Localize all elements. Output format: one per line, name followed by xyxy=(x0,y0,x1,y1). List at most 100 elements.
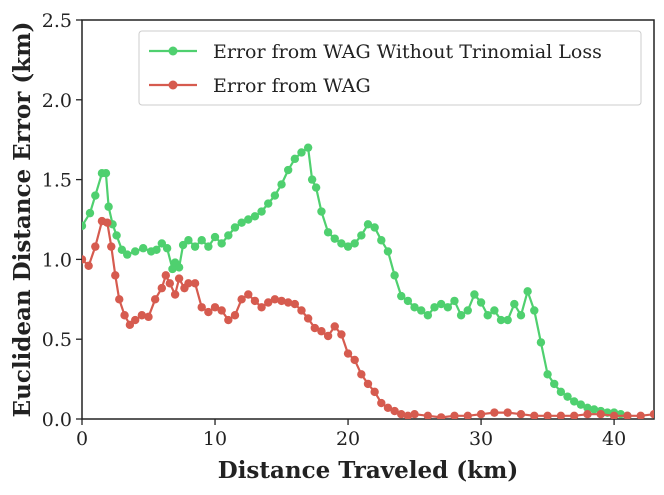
data-point xyxy=(516,311,526,320)
data-point xyxy=(138,244,148,253)
data-point xyxy=(410,410,419,419)
data-point xyxy=(111,271,120,280)
data-point xyxy=(357,370,366,379)
data-point xyxy=(583,403,592,413)
data-point xyxy=(543,370,552,379)
data-point xyxy=(168,264,177,274)
data-point xyxy=(476,410,486,419)
data-point xyxy=(161,271,171,280)
legend-entry-without-trinomial: Error from WAG Without Trinomial Loss xyxy=(149,41,602,63)
data-point xyxy=(649,410,654,419)
data-point xyxy=(490,306,499,315)
data-point xyxy=(303,314,313,323)
data-point xyxy=(184,236,193,245)
data-point xyxy=(250,212,260,221)
data-point xyxy=(583,410,592,419)
data-point xyxy=(230,223,240,232)
data-point xyxy=(450,411,459,419)
data-point xyxy=(237,218,246,227)
legend-label-without-trinomial: Error from WAG Without Trinomial Loss xyxy=(213,41,602,63)
data-point xyxy=(283,165,293,175)
data-point xyxy=(150,295,160,304)
data-point xyxy=(250,296,260,306)
data-point xyxy=(224,231,233,240)
data-point xyxy=(383,247,393,256)
data-point xyxy=(323,331,333,341)
data-point xyxy=(550,379,559,389)
data-point xyxy=(157,283,167,293)
data-point xyxy=(190,279,200,288)
data-point xyxy=(383,403,393,413)
data-point xyxy=(277,180,286,189)
data-point xyxy=(307,175,317,184)
data-point xyxy=(417,306,426,315)
data-point xyxy=(343,242,353,251)
data-point xyxy=(436,299,446,309)
data-point xyxy=(210,303,220,312)
x-tick-label: 0 xyxy=(76,428,88,450)
data-point xyxy=(270,191,280,200)
data-point xyxy=(556,387,566,397)
data-point xyxy=(224,315,233,325)
data-point xyxy=(123,250,132,259)
legend-entry-wag: Error from WAG xyxy=(149,75,371,97)
data-point xyxy=(397,410,406,419)
data-point xyxy=(297,306,306,315)
data-point xyxy=(523,287,532,296)
data-point xyxy=(350,355,359,365)
data-point xyxy=(337,239,346,248)
data-point xyxy=(596,410,605,419)
data-point xyxy=(330,234,339,243)
data-point xyxy=(310,323,319,333)
legend-marker-without-trinomial xyxy=(168,46,178,56)
data-point xyxy=(184,279,193,288)
data-point xyxy=(410,303,419,312)
data-point xyxy=(112,231,121,240)
series-layer xyxy=(82,143,654,419)
data-point xyxy=(463,306,472,315)
data-point xyxy=(363,379,373,389)
data-point xyxy=(450,296,459,306)
data-point xyxy=(237,295,246,304)
data-point xyxy=(290,299,300,309)
x-tick-label: 40 xyxy=(602,428,626,450)
plot-frame xyxy=(81,19,655,420)
data-point xyxy=(343,349,353,358)
data-point xyxy=(174,274,184,283)
data-point xyxy=(556,411,566,419)
data-point xyxy=(317,327,326,336)
data-point xyxy=(536,338,546,347)
data-point xyxy=(120,311,129,320)
data-point xyxy=(131,315,140,325)
x-axis-title: Distance Traveled (km) xyxy=(218,457,518,484)
legend: Error from WAG Without Trinomial Loss Er… xyxy=(138,30,642,106)
y-tick-label: 0.0 xyxy=(42,409,72,431)
data-point xyxy=(244,290,253,299)
data-point xyxy=(430,303,439,312)
data-point xyxy=(563,392,572,401)
legend-box xyxy=(138,30,642,106)
data-point xyxy=(217,306,226,315)
y-tick-label: 1.5 xyxy=(42,170,72,192)
data-point xyxy=(443,303,453,312)
data-point xyxy=(131,247,140,256)
data-point xyxy=(107,242,116,251)
data-point xyxy=(197,303,206,312)
data-point xyxy=(423,411,433,419)
data-point xyxy=(82,221,87,231)
data-point xyxy=(363,220,373,229)
data-point xyxy=(377,236,386,245)
data-point xyxy=(377,398,386,408)
data-point xyxy=(91,191,100,200)
data-point xyxy=(264,199,273,208)
legend-label-wag: Error from WAG xyxy=(213,75,371,97)
y-axis: 0.0 0.5 1.0 1.5 2.0 2.5 xyxy=(42,10,82,431)
data-point xyxy=(103,218,112,227)
data-point xyxy=(470,290,479,299)
data-point xyxy=(569,397,579,406)
data-point xyxy=(104,202,113,211)
data-point xyxy=(115,295,124,304)
data-point xyxy=(162,244,172,253)
data-point xyxy=(403,411,413,419)
data-point xyxy=(609,411,619,419)
